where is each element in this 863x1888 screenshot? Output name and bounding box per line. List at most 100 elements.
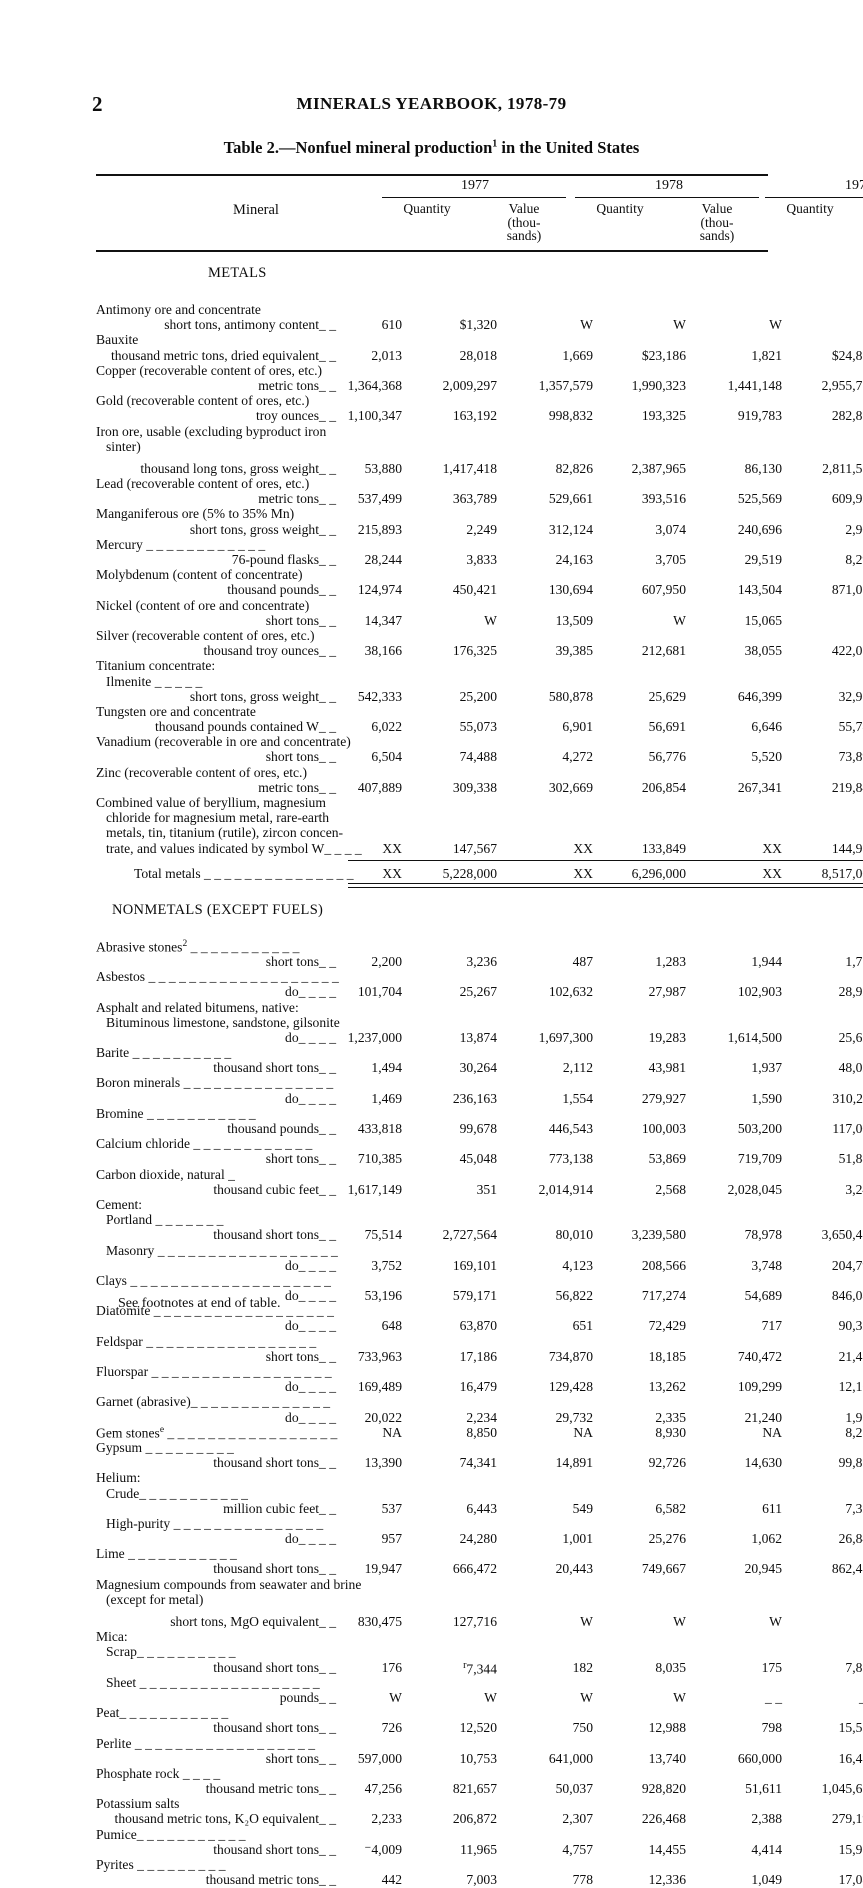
cell-q77: 726 (381, 1720, 402, 1736)
table-row: Nickel (content of ore and concentrate) s… (96, 598, 782, 628)
cell-q79: 143,504 (737, 582, 782, 598)
cell-q79: 525,569 (737, 491, 782, 507)
cell-q77: 1,237,000 (347, 1029, 402, 1045)
total-metals-label: Total metals _ _ _ _ _ _ _ _ _ _ _ _ _ _… (134, 865, 354, 881)
cell-v78: 3,074 (655, 521, 686, 537)
cell-v79: 48,024 (838, 1060, 863, 1076)
row-unit: metric tons_ _ (258, 377, 336, 393)
table-title: Table 2.—Nonfuel mineral production1 in … (0, 138, 863, 158)
cell-v78: $23,186 (641, 347, 686, 363)
total-bottom-rule-2 (348, 886, 863, 888)
table-row: Magnesium compounds from seawater and br… (96, 1577, 782, 1630)
row-unit: million cubic feet_ _ (223, 1500, 336, 1516)
cell-v77: 351 (476, 1181, 497, 1197)
document-page: 2 MINERALS YEARBOOK, 1978-79 Table 2.—No… (0, 92, 863, 1887)
cell-q77: 2,013 (371, 347, 402, 363)
combined-value-row: Combined value of beryllium, magnesium ch… (96, 795, 863, 893)
cell-v78: 12,336 (648, 1872, 686, 1888)
table-row: Potassium salts (96, 1796, 768, 1811)
row-unit: do_ _ _ _ (285, 1531, 336, 1547)
cell-q78: 1,554 (562, 1090, 593, 1106)
cell-v78: 13,740 (648, 1750, 686, 1766)
cell-q77: 215,893 (357, 521, 402, 537)
table-row: Cement: (96, 1197, 768, 1212)
table-row: Perlite _ _ _ _ _ _ _ _ _ _ _ _ _ _ _ _ … (96, 1736, 863, 1766)
cell-q77: 13,390 (364, 1455, 402, 1471)
cell-v77: $1,320 (459, 317, 497, 333)
row-label: Barite _ _ _ _ _ _ _ _ _ _ (96, 1045, 232, 1061)
row-unit: do_ _ _ _ (285, 1318, 336, 1334)
row-label: Copper (recoverable content of ores, etc… (96, 362, 323, 378)
cell-q77: 124,974 (357, 582, 402, 598)
cell-v78: 928,820 (641, 1781, 686, 1797)
cell-q79: 6,646 (751, 719, 782, 735)
cell-v78: 56,776 (648, 749, 686, 765)
cell-q79: 20,945 (744, 1561, 782, 1577)
cell-q79: 175 (761, 1659, 782, 1675)
cell-q78: 998,832 (548, 408, 593, 424)
table-row: Barite _ _ _ _ _ _ _ _ _ _ thousand short… (96, 1045, 863, 1076)
cell-q79: 1,821 (751, 347, 782, 363)
row-unit: short tons_ _ (265, 953, 336, 969)
combined-cell-q79: XX (762, 840, 782, 856)
cell-v79: 422,032 (831, 643, 863, 659)
spacer (96, 252, 768, 265)
table-row: High-purity _ _ _ _ _ _ _ _ _ _ _ _ _ _ … (96, 1515, 863, 1547)
cell-q79: 1,062 (751, 1531, 782, 1547)
cell-q77: 2,200 (371, 953, 402, 969)
table-row: Pumice_ _ _ _ _ _ _ _ _ _ _ thousand shor… (96, 1827, 863, 1857)
cell-q77: 442 (381, 1872, 402, 1888)
cell-q77: 733,963 (357, 1348, 402, 1364)
cell-q78: 39,385 (555, 643, 593, 659)
cell-v79: 2,811,574 (822, 460, 863, 476)
row-label: Scrap_ _ _ _ _ _ _ _ _ _ (106, 1644, 236, 1660)
cell-v78: 1,990,323 (631, 377, 686, 393)
table-row: Calcium chloride _ _ _ _ _ _ _ _ _ _ _ _… (96, 1136, 863, 1166)
row-label: Gem stonese _ _ _ _ _ _ _ _ _ _ _ _ _ _ … (96, 1424, 338, 1441)
row-label: Lime _ _ _ _ _ _ _ _ _ _ _ (96, 1546, 237, 1562)
cell-v77: 30,264 (459, 1060, 497, 1076)
cell-q77: 3,752 (371, 1257, 402, 1273)
cell-q77: 1,469 (371, 1090, 402, 1106)
total-metals-row: Total metals _ _ _ _ _ _ _ _ _ _ _ _ _ _… (96, 863, 863, 883)
total-top-rule (348, 859, 863, 861)
cell-q78: 102,632 (548, 984, 593, 1000)
row-unit: do_ _ _ _ (285, 1257, 336, 1273)
cell-q79: 3,748 (751, 1257, 782, 1273)
cell-q78: 2,014,914 (538, 1181, 593, 1197)
row-unit: thousand short tons_ _ (213, 1659, 336, 1675)
row-label: High-purity _ _ _ _ _ _ _ _ _ _ _ _ _ _ … (106, 1515, 324, 1531)
total-cell-v78: 6,296,000 (631, 865, 686, 881)
column-header-quantity-1978: Quantity (596, 201, 644, 216)
cell-q77: 830,475 (357, 1614, 402, 1629)
cell-v78: 14,455 (648, 1841, 686, 1857)
table-row: Scrap_ _ _ _ _ _ _ _ _ _ thousand short t… (96, 1644, 863, 1676)
cell-v77: 666,472 (452, 1561, 497, 1577)
cell-q77: 75,514 (364, 1227, 402, 1243)
combined-label-line: metals, tin, titanium (rutile), zircon c… (106, 825, 344, 841)
row-label: Asbestos _ _ _ _ _ _ _ _ _ _ _ _ _ _ _ _… (96, 969, 339, 985)
cell-q79: 611 (762, 1500, 782, 1516)
table-row: Mercury _ _ _ _ _ _ _ _ _ _ _ _ 76-pound … (96, 537, 863, 567)
cell-v79: 16,435 (838, 1750, 863, 1766)
cell-q77: 1,100,347 (347, 408, 402, 424)
row-unit: thousand long tons, gross weight_ _ (140, 460, 336, 476)
row-unit: short tons_ _ (265, 1750, 336, 1766)
cell-v78: 206,854 (641, 779, 686, 795)
cell-v79: 55,785 (838, 719, 863, 735)
table-row: Gold (recoverable content of ores, etc.)… (96, 393, 863, 424)
cell-v79: 32,965 (838, 688, 863, 704)
combined-cell-v79: 144,962 (831, 840, 863, 856)
cell-v79: 99,868 (838, 1455, 863, 1471)
cell-q77: 407,889 (357, 779, 402, 795)
value-line-1: Value (701, 201, 733, 216)
cell-q79: 38,055 (744, 643, 782, 659)
cell-q77: 1,364,368 (347, 377, 402, 393)
row-label: Helium: (96, 1470, 141, 1486)
cell-q77: 53,196 (364, 1288, 402, 1304)
cell-v79: 15,517 (838, 1720, 863, 1736)
cell-v78: 3,705 (655, 552, 686, 567)
cell-v79: 17,087 (838, 1872, 863, 1888)
cell-v77: 206,872 (452, 1811, 497, 1827)
cell-v79: 3,243 (845, 1181, 863, 1197)
